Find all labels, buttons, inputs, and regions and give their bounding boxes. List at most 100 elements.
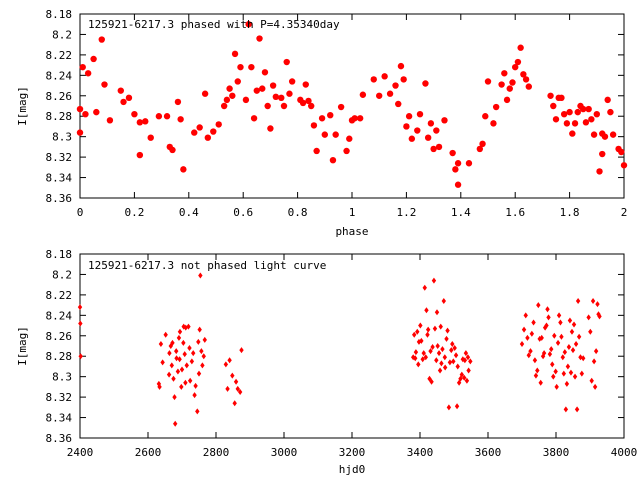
data-point xyxy=(576,333,582,340)
data-point xyxy=(267,125,274,132)
data-point xyxy=(559,333,564,340)
data-point xyxy=(581,355,586,362)
data-point xyxy=(136,151,144,159)
plot-frame xyxy=(79,13,625,199)
data-point xyxy=(533,372,539,379)
data-point xyxy=(424,134,432,141)
data-point xyxy=(586,314,591,321)
data-point xyxy=(528,348,533,355)
data-point xyxy=(580,105,587,113)
data-point xyxy=(248,63,255,71)
data-point xyxy=(186,323,191,330)
data-point xyxy=(356,115,364,122)
data-point xyxy=(552,116,560,123)
data-point xyxy=(346,135,353,142)
y-tick-label: 8.28 xyxy=(46,110,73,123)
data-point xyxy=(564,380,570,387)
data-point xyxy=(431,277,437,284)
data-point xyxy=(90,55,97,63)
data-point xyxy=(226,85,233,92)
data-point xyxy=(562,349,568,356)
data-point xyxy=(549,346,554,353)
data-point xyxy=(525,83,532,90)
x-tick-label: 1.6 xyxy=(505,206,525,219)
data-point xyxy=(585,105,592,113)
data-point xyxy=(449,149,456,157)
data-point xyxy=(437,367,443,374)
data-point xyxy=(359,91,367,98)
data-point xyxy=(540,353,546,360)
data-point xyxy=(173,420,178,427)
data-point xyxy=(572,373,578,380)
data-point xyxy=(571,321,577,328)
data-point xyxy=(570,347,576,354)
data-point xyxy=(545,306,550,313)
data-point xyxy=(405,113,413,120)
data-point xyxy=(184,362,189,369)
data-point xyxy=(421,350,426,357)
data-point xyxy=(573,340,579,347)
data-point xyxy=(261,69,269,76)
y-tick-label: 8.18 xyxy=(46,8,73,21)
y-tick-label: 8.26 xyxy=(46,330,73,343)
x-tick-label: 3000 xyxy=(271,446,298,459)
data-point xyxy=(503,96,511,104)
data-point xyxy=(168,343,173,349)
data-point xyxy=(444,335,449,342)
data-point xyxy=(425,331,430,338)
data-point xyxy=(170,339,175,346)
y-axis-label: I[mag] xyxy=(16,86,29,126)
data-point xyxy=(202,336,207,343)
data-point xyxy=(136,119,144,126)
data-point xyxy=(590,131,598,138)
data-point xyxy=(220,102,228,110)
data-point xyxy=(78,353,83,360)
data-point xyxy=(595,301,600,308)
data-point xyxy=(442,364,448,371)
data-point xyxy=(563,406,569,413)
data-point xyxy=(163,113,171,120)
data-point xyxy=(558,94,565,102)
data-point xyxy=(239,347,244,354)
data-point xyxy=(120,98,127,106)
data-point xyxy=(386,90,394,97)
data-point xyxy=(171,375,176,382)
data-point xyxy=(245,21,252,28)
chart-title: 125921-6217.3 phased with P=4.35340day xyxy=(88,18,340,31)
y-tick-label: 8.3 xyxy=(52,131,72,144)
data-point xyxy=(452,345,457,352)
data-point xyxy=(422,80,429,87)
data-point xyxy=(397,62,405,70)
data-point xyxy=(93,108,100,116)
data-point xyxy=(492,103,500,111)
data-point xyxy=(299,99,307,107)
y-tick-label: 8.22 xyxy=(46,289,73,302)
data-point xyxy=(278,94,285,102)
x-tick-label: 4000 xyxy=(611,446,638,459)
data-point xyxy=(450,340,455,347)
data-point xyxy=(442,354,448,361)
data-point xyxy=(546,314,551,321)
data-point xyxy=(563,120,571,127)
data-point xyxy=(541,350,547,357)
data-point xyxy=(223,96,231,104)
data-point xyxy=(566,108,573,116)
data-point xyxy=(169,362,174,369)
data-point xyxy=(567,317,573,324)
data-point xyxy=(571,120,579,127)
data-point xyxy=(525,334,530,341)
data-point xyxy=(76,105,84,113)
data-point xyxy=(465,160,473,167)
y-tick-label: 8.24 xyxy=(46,69,73,82)
data-point xyxy=(181,339,186,346)
data-point xyxy=(446,404,452,411)
x-tick-label: 2600 xyxy=(135,446,162,459)
data-point xyxy=(529,330,535,337)
data-point xyxy=(196,338,201,345)
data-point xyxy=(370,76,377,83)
y-tick-label: 8.36 xyxy=(46,432,73,445)
data-point xyxy=(551,373,556,380)
data-point xyxy=(420,356,425,363)
data-point xyxy=(550,361,555,368)
y-tick-label: 8.2 xyxy=(52,268,72,281)
